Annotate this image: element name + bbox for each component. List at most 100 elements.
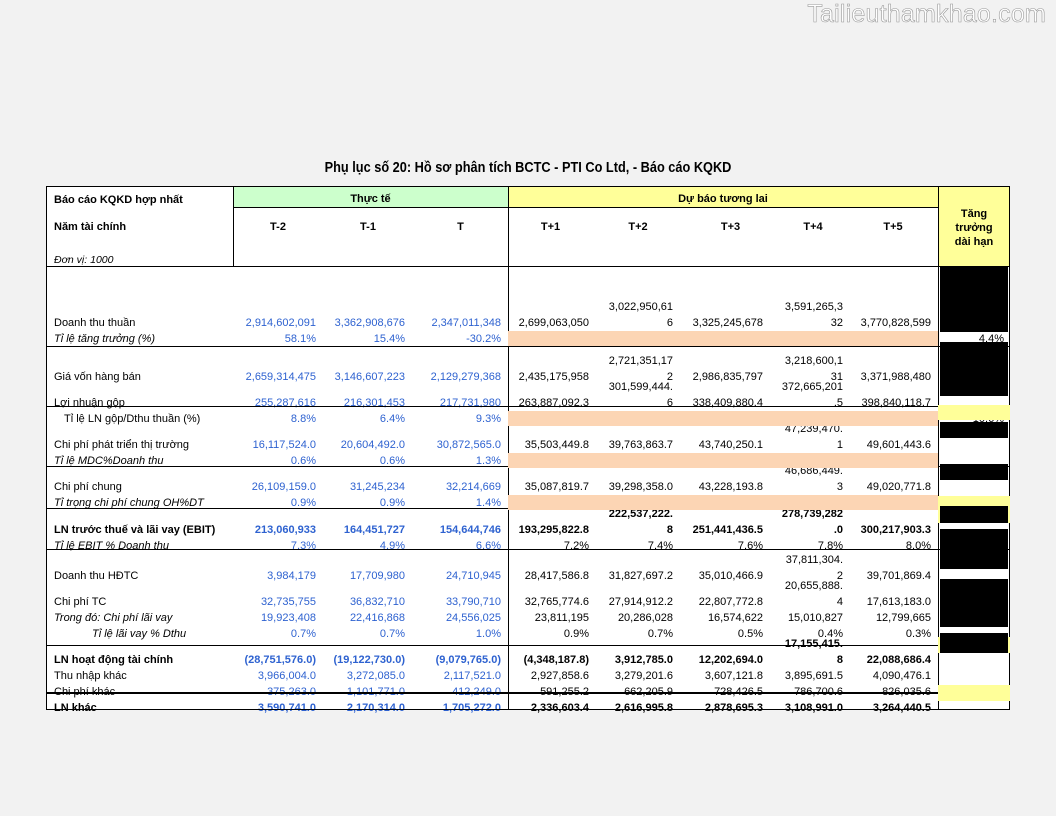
period-header: T+1 bbox=[540, 221, 561, 233]
row-label: LN khác bbox=[54, 702, 97, 714]
table-cell: 3,966,004.0 bbox=[257, 670, 316, 682]
table-cell: 8.0% bbox=[905, 540, 931, 552]
table-cell: 32,765,774.6 bbox=[524, 596, 589, 608]
table-cell: 301,599,444. bbox=[608, 381, 673, 393]
row-label: Tỉ lệ tăng trưởng (%) bbox=[54, 333, 156, 345]
grid-line bbox=[233, 207, 938, 208]
table-cell: 32,735,755 bbox=[260, 596, 316, 608]
table-cell: 28,417,586.8 bbox=[524, 570, 589, 582]
table-cell: 7.2% bbox=[563, 540, 589, 552]
grid-line bbox=[46, 406, 1010, 407]
ratio-row-fill bbox=[508, 453, 938, 468]
longterm-cell-fill bbox=[938, 405, 1010, 420]
table-cell: 12,202,694.0 bbox=[698, 654, 763, 666]
table-cell: 36,832,710 bbox=[349, 596, 405, 608]
period-header: T+3 bbox=[720, 221, 741, 233]
ratio-row-fill bbox=[508, 331, 938, 346]
actual-header-fill bbox=[233, 186, 508, 207]
table-cell: 31 bbox=[830, 371, 843, 383]
grid-line bbox=[938, 186, 939, 710]
table-cell: 16,574,622 bbox=[707, 612, 763, 624]
table-cell: 49,601,443.6 bbox=[866, 439, 931, 451]
table-cell: 2,986,835,797 bbox=[692, 371, 763, 383]
table-cell: 35,503,449.8 bbox=[524, 439, 589, 451]
ratio-row-fill bbox=[508, 411, 938, 426]
redacted-cell bbox=[940, 342, 1008, 396]
table-cell: 222,537,222. bbox=[608, 508, 673, 520]
row-label: LN trước thuế và lãi vay (EBIT) bbox=[54, 524, 216, 536]
row-label: Doanh thu thuần bbox=[54, 317, 136, 329]
table-cell: 3,770,828,599 bbox=[860, 317, 931, 329]
table-cell: 263,887,092.3 bbox=[518, 397, 589, 409]
table-cell: 2,699,063,050 bbox=[518, 317, 589, 329]
table-cell: 2 bbox=[836, 570, 843, 582]
table-cell: 7.6% bbox=[737, 540, 763, 552]
table-cell: 4,090,476.1 bbox=[872, 670, 931, 682]
longterm-header: Tăng trưởng dài hạn bbox=[954, 208, 994, 248]
table-cell: 216,301,453 bbox=[343, 397, 405, 409]
table-cell: 30,872,565.0 bbox=[436, 439, 501, 451]
table-cell: 22,807,772.8 bbox=[698, 596, 763, 608]
table-cell: 37,811,304. bbox=[785, 554, 843, 566]
table-cell: .5 bbox=[833, 397, 843, 409]
table-cell: 27,914,912.2 bbox=[608, 596, 673, 608]
table-cell: 0.7% bbox=[290, 628, 316, 640]
grid-line bbox=[46, 186, 47, 710]
table-cell: 2,129,279,368 bbox=[430, 371, 501, 383]
table-cell: 17,709,980 bbox=[349, 570, 405, 582]
table-cell: 3,279,201.6 bbox=[614, 670, 673, 682]
period-header: T-2 bbox=[270, 221, 286, 233]
table-cell: 0.3% bbox=[905, 628, 931, 640]
period-header: T+4 bbox=[803, 221, 823, 233]
table-cell: 16,117,524.0 bbox=[252, 439, 316, 451]
table-cell: 8 bbox=[836, 654, 843, 666]
period-header: T+5 bbox=[883, 221, 903, 233]
row-label: Thu nhập khác bbox=[54, 670, 127, 682]
table-cell: 213,060,933 bbox=[254, 524, 316, 536]
table-cell: 193,295,822.8 bbox=[518, 524, 589, 536]
table-cell: 3,590,741.0 bbox=[257, 702, 316, 714]
report-label: Báo cáo KQKD hợp nhất bbox=[54, 194, 183, 206]
row-label: Tỉ lệ EBIT % Doanh thu bbox=[54, 540, 169, 552]
table-cell: 2 bbox=[666, 371, 673, 383]
table-cell: 1.0% bbox=[475, 628, 501, 640]
table-cell: 20,604,492.0 bbox=[340, 439, 405, 451]
table-cell: 17,155,415. bbox=[784, 638, 843, 650]
table-cell: 39,298,358.0 bbox=[608, 481, 673, 493]
table-cell: (4,348,187.8) bbox=[523, 654, 589, 666]
period-header: T+2 bbox=[628, 221, 648, 233]
table-cell: (9,079,765.0) bbox=[435, 654, 501, 666]
table-cell: 31,827,697.2 bbox=[608, 570, 673, 582]
table-cell: 164,451,727 bbox=[343, 524, 405, 536]
row-label: Tỉ lệ LN gộp/Dthu thuần (%) bbox=[64, 413, 201, 425]
redacted-cell bbox=[940, 266, 1008, 332]
table-cell: 3,895,691.5 bbox=[784, 670, 843, 682]
table-cell: 47,239,470. bbox=[784, 423, 843, 435]
year-label: Năm tài chính bbox=[54, 221, 127, 233]
watermark: Tailieuthamkhao.com bbox=[807, 0, 1046, 28]
table-cell: 0.7% bbox=[379, 628, 405, 640]
table-cell: 1 bbox=[836, 439, 843, 451]
row-label: LN hoạt động tài chính bbox=[54, 654, 174, 666]
table-cell: 32,214,669 bbox=[445, 481, 501, 493]
table-cell: (19,122,730.0) bbox=[333, 654, 405, 666]
table-cell: 2,336,603.4 bbox=[530, 702, 589, 714]
table-cell: 49,020,771.8 bbox=[866, 481, 931, 493]
table-cell: 22,416,868 bbox=[349, 612, 405, 624]
table-cell: 398,840,118.7 bbox=[861, 397, 931, 409]
row-label: Chi phí chung bbox=[54, 481, 122, 493]
table-cell: 23,811,195 bbox=[534, 612, 589, 624]
grid-line bbox=[233, 186, 234, 266]
table-cell: 2,616,995.8 bbox=[614, 702, 673, 714]
table-cell: .0 bbox=[833, 524, 843, 536]
row-label: Lợi nhuận gộp bbox=[54, 397, 125, 409]
grid-line bbox=[508, 186, 509, 710]
table-cell: 20,655,888. bbox=[784, 580, 843, 592]
redacted-cell bbox=[940, 633, 1008, 653]
table-cell: 4 bbox=[836, 596, 843, 608]
ratio-row-fill bbox=[508, 495, 938, 510]
row-label: Doanh thu HĐTC bbox=[54, 570, 139, 582]
table-cell: 2,927,858.6 bbox=[530, 670, 589, 682]
table-cell: 6 bbox=[666, 397, 673, 409]
table-cell: 7.8% bbox=[817, 540, 843, 552]
